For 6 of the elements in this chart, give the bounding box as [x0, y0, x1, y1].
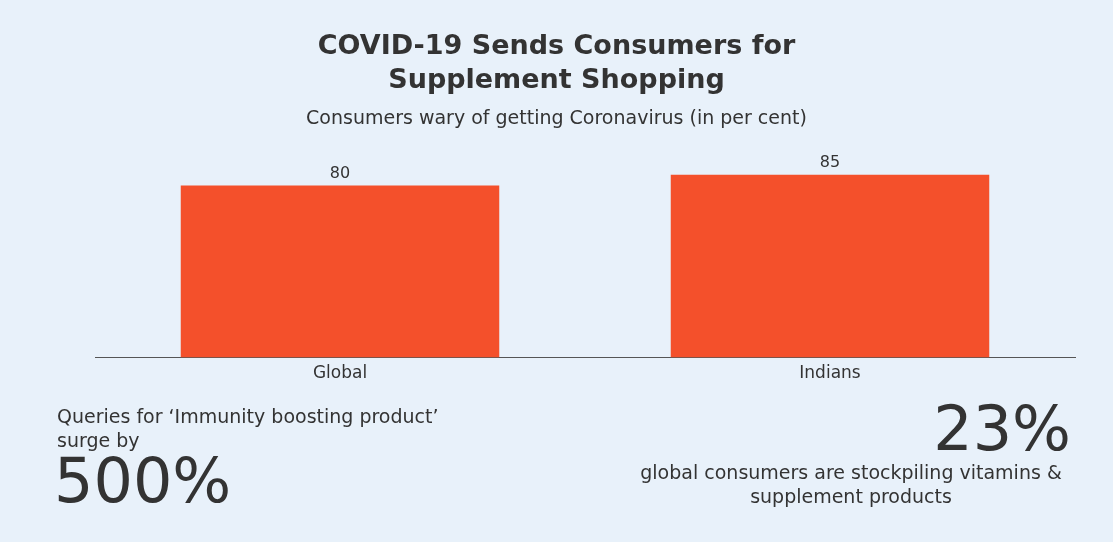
chart-subtitle: Consumers wary of getting Coronavirus (in per cent) — [305, 106, 808, 128]
chart-title: COVID-19 Sends Consumers for Supplement Shopping — [316, 28, 797, 96]
x-tick-label: Global — [312, 362, 368, 383]
data-label: 85 — [819, 151, 841, 171]
data-label: 80 — [329, 162, 351, 182]
x-tick-label: Indians — [799, 362, 861, 383]
